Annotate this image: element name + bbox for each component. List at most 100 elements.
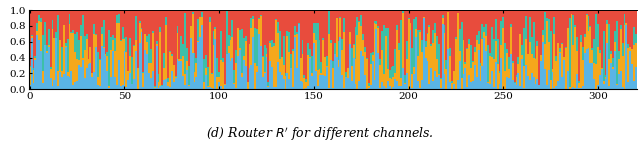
Bar — [241, 10, 243, 29]
Bar — [298, 23, 300, 24]
Bar — [112, 10, 114, 35]
Bar — [561, 43, 563, 44]
Bar — [88, 64, 90, 89]
Bar — [145, 10, 146, 34]
Bar — [378, 53, 380, 89]
Bar — [216, 77, 218, 89]
Bar — [104, 54, 106, 56]
Bar — [349, 43, 351, 89]
Bar — [114, 77, 116, 89]
Bar — [444, 25, 445, 33]
Bar — [197, 10, 199, 19]
Bar — [326, 10, 328, 56]
Bar — [65, 43, 67, 47]
Bar — [479, 63, 481, 66]
Bar — [177, 10, 179, 26]
Bar — [100, 10, 102, 28]
Bar — [489, 10, 491, 53]
Bar — [417, 30, 419, 56]
Bar — [510, 10, 512, 24]
Bar — [565, 48, 566, 89]
Bar — [578, 83, 580, 88]
Bar — [351, 48, 353, 66]
Bar — [68, 24, 70, 77]
Bar — [625, 23, 627, 25]
Bar — [591, 10, 593, 49]
Bar — [84, 50, 86, 78]
Bar — [378, 28, 380, 53]
Bar — [381, 50, 383, 82]
Bar — [345, 10, 347, 72]
Bar — [584, 10, 586, 34]
Bar — [148, 63, 150, 73]
Bar — [292, 51, 294, 87]
Bar — [258, 18, 260, 19]
Bar — [593, 63, 595, 79]
Bar — [125, 37, 127, 52]
Bar — [133, 79, 135, 89]
Bar — [167, 82, 169, 86]
Bar — [244, 66, 246, 89]
Bar — [61, 47, 63, 71]
Bar — [430, 44, 432, 46]
Bar — [31, 36, 33, 38]
Bar — [523, 66, 525, 88]
Bar — [163, 80, 165, 89]
Bar — [339, 37, 341, 89]
Bar — [315, 23, 317, 40]
Bar — [156, 41, 157, 44]
Bar — [42, 83, 44, 89]
Bar — [525, 16, 527, 39]
Bar — [426, 34, 428, 61]
Bar — [362, 10, 364, 34]
Bar — [319, 10, 321, 40]
Bar — [108, 88, 110, 89]
Bar — [171, 71, 173, 89]
Bar — [557, 43, 559, 81]
Bar — [165, 17, 167, 25]
Bar — [214, 29, 216, 39]
Bar — [362, 34, 364, 40]
Bar — [477, 31, 479, 43]
Bar — [252, 37, 254, 89]
Bar — [182, 75, 184, 89]
Bar — [430, 10, 432, 44]
Bar — [48, 10, 50, 29]
Bar — [236, 10, 237, 50]
Bar — [319, 40, 321, 69]
Bar — [523, 88, 525, 89]
Bar — [374, 21, 376, 23]
Bar — [588, 16, 589, 31]
Bar — [396, 10, 398, 25]
Bar — [586, 15, 588, 49]
Bar — [552, 69, 554, 72]
Bar — [627, 44, 629, 48]
Bar — [70, 10, 72, 32]
Bar — [313, 33, 315, 43]
Bar — [230, 10, 232, 36]
Bar — [29, 85, 31, 89]
Bar — [33, 10, 35, 68]
Bar — [239, 50, 241, 89]
Bar — [383, 86, 385, 89]
Bar — [368, 86, 370, 88]
Bar — [131, 84, 133, 89]
Bar — [120, 86, 122, 89]
Bar — [82, 15, 84, 58]
Bar — [286, 31, 288, 36]
Bar — [620, 25, 621, 29]
Bar — [61, 10, 63, 47]
Bar — [612, 10, 614, 58]
Bar — [129, 10, 131, 38]
Bar — [445, 60, 447, 69]
Bar — [169, 51, 171, 52]
Bar — [544, 12, 546, 44]
Bar — [611, 51, 612, 54]
Bar — [413, 74, 415, 89]
Bar — [595, 10, 597, 14]
Bar — [529, 10, 531, 17]
Bar — [552, 10, 554, 69]
Bar — [463, 40, 465, 74]
Bar — [120, 40, 122, 86]
Bar — [563, 57, 565, 60]
